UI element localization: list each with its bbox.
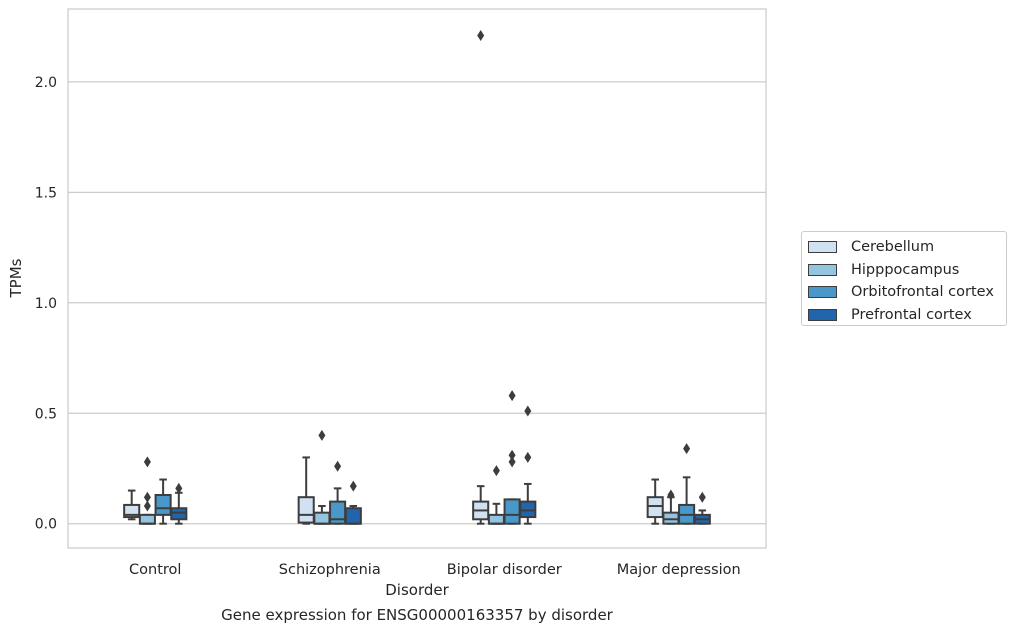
legend-item: Prefrontal cortex [808,304,1006,327]
box-2-2 [503,390,521,525]
outlier-point [477,30,485,42]
legend: Cerebellum Hipppocampus Orbitofrontal cort… [801,231,1007,326]
box-iqr [503,498,521,525]
box-iqr [138,513,156,525]
box-3-3 [693,491,711,525]
box-iqr [344,507,362,525]
legend-item: Cerebellum [808,236,1006,259]
outlier-point [524,405,532,417]
y-axis-label: TPMs [7,258,25,298]
box-3-2 [678,443,696,525]
outlier-point [698,491,706,503]
box-iqr [154,493,172,516]
outlier-point [508,456,516,468]
box-iqr [519,500,537,519]
y-tick-label: 0.0 [35,517,57,533]
outlier-point [143,500,151,512]
outlier-point [508,390,516,402]
x-tick-label: Control [129,562,181,578]
box-0-1 [138,456,156,525]
legend-swatch [808,241,837,254]
box-series [123,30,711,525]
legend-swatch [808,308,837,321]
figure-caption: Gene expression for ENSG00000163357 by d… [221,606,613,624]
box-1-2 [329,460,347,525]
outlier-point [508,449,516,461]
plot-frame [67,8,767,549]
outlier-point [524,451,532,463]
legend-label: Orbitofrontal cortex [851,284,994,301]
y-tick-label: 2.0 [35,75,57,91]
outlier-point [667,489,675,501]
box-iqr [662,511,680,525]
box-iqr [329,500,347,525]
box-3-1 [662,489,680,525]
outlier-point [143,456,151,468]
box-2-3 [519,405,537,525]
outlier-point [175,482,183,494]
box-iqr [313,511,331,525]
x-tick-label: Major depression [617,562,741,578]
outlier-point [318,429,326,441]
legend-swatch [808,286,837,299]
outlier-point [143,491,151,503]
outlier-point [492,465,500,477]
legend-label: Cerebellum [851,239,935,256]
x-tick-label: Bipolar disorder [447,562,562,578]
outlier-point [349,480,357,492]
legend-label: Hipppocampus [851,261,960,278]
legend-item: Hipppocampus [808,259,1006,282]
box-1-0 [297,456,315,525]
outlier-point [683,443,691,455]
box-iqr [487,513,505,525]
box-2-0 [472,30,490,525]
legend-item: Orbitofrontal cortex [808,281,1006,304]
box-3-0 [646,478,664,525]
legend-label: Prefrontal cortex [851,306,972,323]
box-0-3 [170,482,188,525]
box-2-1 [487,465,505,525]
y-tick-label: 1.0 [35,296,57,312]
x-tick-labels: Control Schizophrenia Bipolar disorder Majo… [129,562,741,578]
y-gridlines [68,81,766,525]
box-1-1 [313,429,331,525]
x-axis-label: Disorder [385,581,449,599]
x-tick-label: Schizophrenia [279,562,381,578]
box-iqr [170,507,188,521]
y-tick-labels: 0.0 0.5 1.0 1.5 2.0 [35,75,57,533]
legend-swatch [808,263,837,276]
box-1-3 [344,480,362,525]
outlier-point [334,460,342,472]
box-0-2 [154,478,172,525]
box-0-0 [123,489,141,521]
box-iqr [297,496,315,524]
y-tick-label: 0.5 [35,406,57,422]
box-iqr [646,496,664,519]
y-tick-label: 1.5 [35,185,57,201]
